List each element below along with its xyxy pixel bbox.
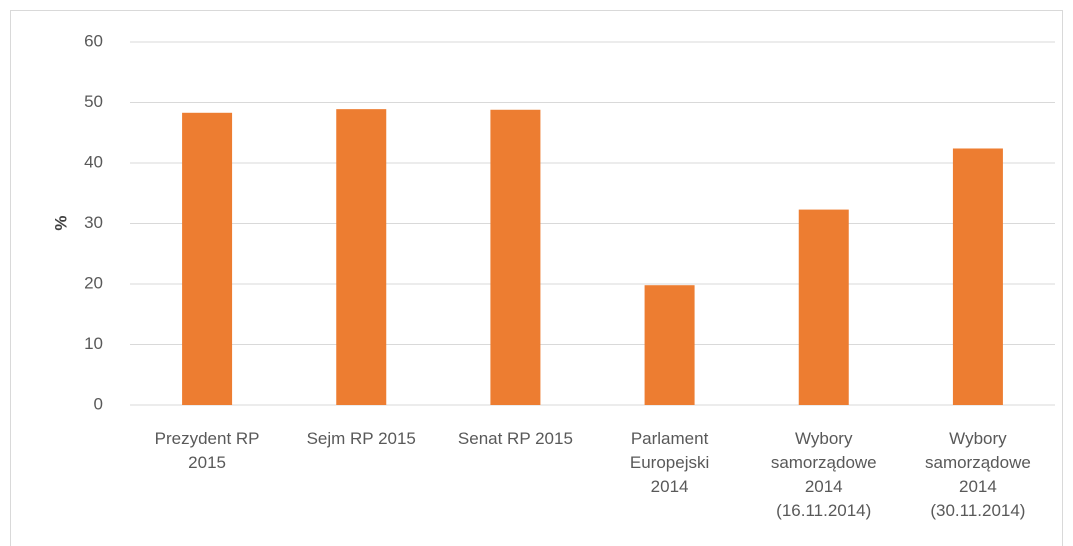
bar <box>336 109 387 405</box>
bar <box>182 112 233 405</box>
bar <box>952 148 1003 406</box>
y-tick-label: 20 <box>84 273 103 292</box>
chart-border <box>10 10 1063 546</box>
x-tick-label: Parlament Europejski 2014 <box>629 429 710 496</box>
bar <box>644 285 695 405</box>
bar <box>798 209 849 405</box>
bar <box>490 109 541 405</box>
y-tick-label: 40 <box>84 152 103 171</box>
y-axis-label: % <box>51 215 70 230</box>
x-tick-label: Sejm RP 2015 <box>306 429 416 448</box>
y-tick-label: 50 <box>84 92 103 111</box>
y-tick-label: 0 <box>94 394 103 413</box>
x-tick-label: Wybory samorządowe 2014 (30.11.2014) <box>924 429 1031 520</box>
y-tick-label: 30 <box>84 213 103 232</box>
x-tick-label: Senat RP 2015 <box>457 429 573 448</box>
x-tick-label: Wybory samorządowe 2014 (16.11.2014) <box>770 429 877 520</box>
x-tick-label: Prezydent RP 2015 <box>154 429 260 472</box>
y-tick-label: 60 <box>84 31 103 50</box>
y-tick-label: 10 <box>84 334 103 353</box>
